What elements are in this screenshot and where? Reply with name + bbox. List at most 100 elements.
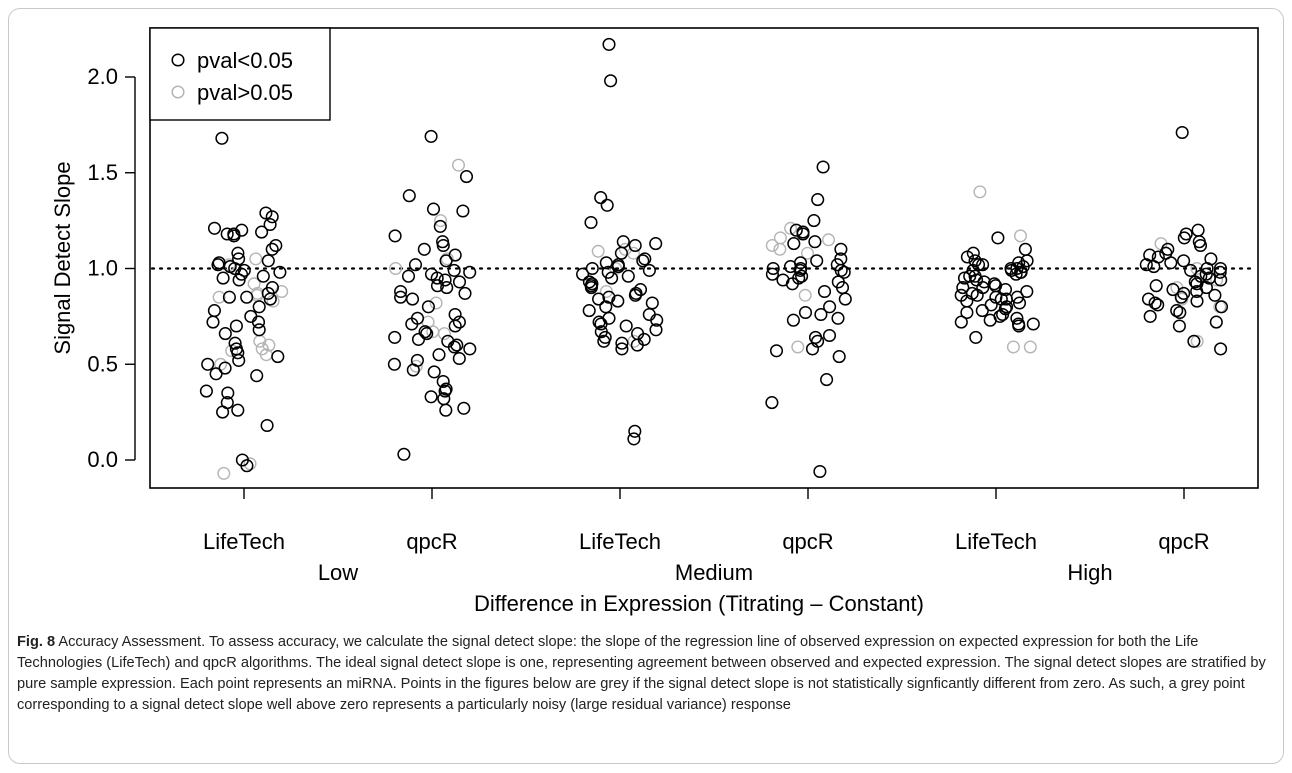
- point-nonsignificant: [217, 466, 231, 480]
- point-significant: [822, 328, 837, 343]
- point-significant: [642, 263, 656, 277]
- point-significant: [1199, 267, 1213, 281]
- point-significant: [456, 204, 470, 218]
- point-significant: [234, 267, 249, 281]
- point-significant: [228, 336, 242, 350]
- point-significant: [271, 350, 285, 364]
- point-significant: [401, 269, 416, 283]
- point-significant: [977, 275, 991, 289]
- point-significant: [220, 227, 234, 241]
- point-significant: [436, 238, 450, 253]
- point-significant: [983, 313, 997, 327]
- point-significant: [408, 258, 423, 272]
- point-significant: [615, 342, 629, 356]
- point-significant: [457, 401, 471, 415]
- point-significant: [231, 403, 245, 417]
- point-significant: [201, 357, 215, 371]
- point-significant: [222, 290, 236, 304]
- point-significant: [244, 309, 258, 323]
- point-significant: [240, 290, 254, 304]
- point-significant: [269, 238, 283, 253]
- point-significant: [1012, 296, 1027, 310]
- point-nonsignificant: [262, 338, 276, 352]
- point-significant: [221, 386, 235, 400]
- point-nonsignificant: [429, 296, 443, 310]
- point-significant: [387, 357, 401, 371]
- point-significant: [424, 129, 438, 143]
- point-significant: [785, 277, 799, 291]
- point-nonsignificant: [765, 238, 779, 252]
- point-significant: [602, 290, 616, 304]
- point-nonsignificant: [784, 221, 798, 235]
- point-significant: [649, 323, 663, 337]
- point-significant: [592, 315, 606, 329]
- point-significant: [837, 265, 851, 279]
- point-significant: [987, 277, 1001, 291]
- point-significant: [810, 254, 824, 268]
- point-significant: [798, 305, 813, 320]
- point-significant: [1184, 263, 1198, 277]
- point-significant: [388, 330, 402, 344]
- point-significant: [1190, 284, 1204, 299]
- point-significant: [576, 267, 590, 281]
- point-significant: [463, 265, 477, 279]
- x-group-label: LifeTech: [955, 529, 1037, 554]
- point-significant: [261, 254, 275, 268]
- point-significant: [232, 273, 246, 287]
- point-significant: [807, 214, 821, 228]
- point-significant: [1172, 319, 1186, 333]
- point-significant: [642, 307, 656, 322]
- point-significant: [1018, 242, 1032, 256]
- figure-caption: Fig. 8 Accuracy Assessment. To assess ac…: [17, 632, 1272, 716]
- point-significant: [252, 323, 266, 337]
- y-tick-label: 1.5: [87, 160, 118, 185]
- point-significant: [960, 305, 974, 320]
- y-tick-label: 2.0: [87, 64, 118, 89]
- point-significant: [405, 292, 420, 306]
- point-significant: [1213, 265, 1227, 279]
- point-significant: [1143, 309, 1157, 323]
- point-significant: [452, 315, 466, 329]
- point-nonsignificant: [437, 327, 451, 341]
- point-significant: [1010, 261, 1024, 276]
- point-significant: [1188, 275, 1202, 289]
- point-significant: [438, 384, 452, 398]
- caption-text: Accuracy Assessment. To assess accuracy,…: [17, 634, 1266, 713]
- point-nonsignificant: [243, 457, 257, 471]
- point-significant: [256, 269, 270, 283]
- point-significant: [448, 248, 462, 262]
- x-group-label: LifeTech: [203, 529, 285, 554]
- point-significant: [207, 221, 222, 235]
- point-significant: [592, 292, 606, 306]
- point-significant: [259, 206, 273, 220]
- x-axis-title: Difference in Expression (Titrating – Co…: [474, 591, 924, 616]
- point-significant: [600, 198, 614, 212]
- point-significant: [627, 432, 641, 446]
- point-significant: [1174, 290, 1188, 304]
- point-significant: [996, 307, 1010, 322]
- y-axis: 0.0 0.5 1.0 1.5 2.0: [87, 64, 136, 472]
- point-significant: [439, 254, 453, 268]
- point-significant: [216, 405, 230, 419]
- point-significant: [605, 271, 619, 285]
- point-nonsignificant: [627, 334, 641, 348]
- x-level-label: Medium: [675, 560, 753, 585]
- point-nonsignificant: [599, 285, 613, 299]
- point-significant: [611, 260, 625, 274]
- point-nonsignificant: [822, 233, 836, 247]
- point-significant: [1200, 261, 1214, 276]
- point-significant: [838, 292, 852, 306]
- figure-frame: [8, 8, 1284, 764]
- point-significant: [766, 261, 780, 276]
- point-nonsignificant: [591, 244, 605, 258]
- point-significant: [458, 286, 472, 300]
- y-tick-label: 1.0: [87, 256, 118, 281]
- point-significant: [1151, 298, 1165, 312]
- point-significant: [584, 281, 598, 295]
- point-significant: [447, 340, 461, 354]
- point-significant: [231, 346, 245, 360]
- x-group-label: qpcR: [782, 529, 833, 554]
- point-significant: [426, 202, 441, 216]
- point-significant: [229, 319, 243, 333]
- y-axis-title: Signal Detect Slope: [50, 161, 75, 354]
